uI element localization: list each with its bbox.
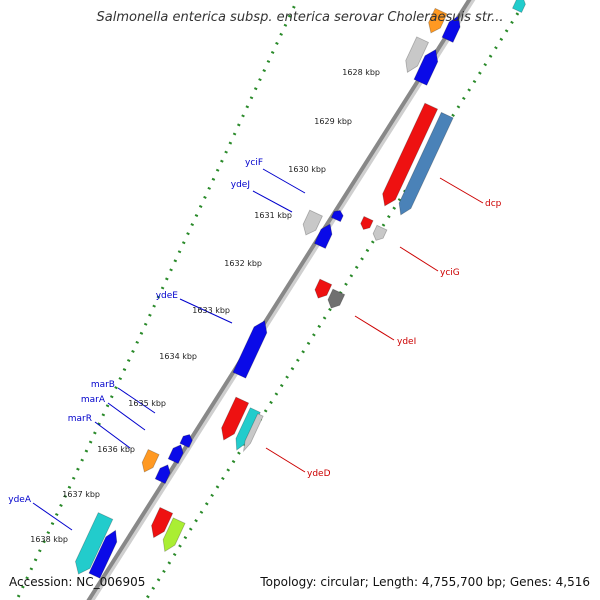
label-leader-line	[179, 298, 233, 324]
gene-feature	[162, 517, 186, 553]
gene-labels: yciF ydeJ ydeE marB marA marR ydeA dcp yciG ydeI y…	[8, 158, 502, 531]
tick-labels: 1628 kbp 1629 kbp 1630 kbp 1631 kbp 1632 kbp…	[30, 68, 380, 544]
tick-label: 1634 kbp	[159, 352, 197, 361]
label-leader-line	[262, 168, 306, 194]
gene-feature	[88, 529, 118, 579]
gene-label-yciG: yciG	[440, 268, 460, 278]
gene-feature	[314, 278, 333, 299]
gene-feature	[313, 223, 333, 249]
gene-feature	[141, 448, 160, 473]
gene-feature	[221, 396, 250, 441]
backbone-line	[86, 0, 472, 600]
gene-label-marR: marR	[68, 414, 92, 424]
gene-feature	[242, 413, 264, 453]
gene-features	[75, 0, 526, 579]
gene-feature	[327, 288, 346, 309]
dotted-tracks	[15, 0, 528, 600]
gene-label-marB: marB	[91, 380, 115, 390]
label-leader-line	[32, 502, 73, 531]
genome-backbone	[86, 0, 476, 600]
label-leader-line	[252, 190, 293, 213]
label-leader-line	[107, 402, 146, 431]
tick-label: 1628 kbp	[342, 68, 380, 77]
gene-label-ydeD: ydeD	[307, 469, 331, 479]
gene-feature	[151, 506, 174, 539]
tick-label: 1632 kbp	[224, 259, 262, 268]
tick-label: 1629 kbp	[314, 117, 352, 126]
gene-feature	[413, 49, 439, 86]
tick-label: 1635 kbp	[128, 399, 166, 408]
gene-feature	[167, 444, 184, 465]
accession-text: Accession: NC_006905	[9, 575, 146, 589]
right-dotted-track	[144, 0, 528, 600]
gene-feature	[382, 102, 439, 207]
map-title: Salmonella enterica subsp. enterica sero…	[96, 10, 504, 25]
tick-label: 1633 kbp	[192, 306, 230, 315]
gene-label-dcp: dcp	[485, 199, 502, 209]
tick-label: 1637 kbp	[62, 490, 100, 499]
gene-label-ydeI: ydeI	[397, 337, 416, 347]
gene-label-ydeE: ydeE	[156, 291, 179, 301]
label-leader-line	[439, 177, 484, 204]
gene-feature	[405, 36, 430, 73]
gene-feature	[398, 111, 454, 216]
gene-feature	[428, 7, 448, 34]
gene-feature	[75, 512, 114, 575]
tick-label: 1636 kbp	[97, 445, 135, 454]
gene-feature	[179, 434, 193, 449]
gene-feature	[511, 0, 526, 13]
gene-label-ydeA: ydeA	[8, 495, 32, 505]
gene-feature	[330, 210, 344, 223]
gene-feature	[372, 224, 388, 241]
label-leader-line	[354, 315, 395, 341]
tick-label: 1638 kbp	[30, 535, 68, 544]
label-leader-line	[117, 387, 156, 414]
gene-label-ydeJ: ydeJ	[231, 180, 250, 190]
label-leader-line	[265, 447, 306, 473]
gene-feature	[441, 15, 461, 43]
genome-summary-text: Topology: circular; Length: 4,755,700 bp…	[260, 575, 590, 589]
label-leader-line	[399, 246, 439, 272]
label-leader-line	[94, 421, 131, 449]
gene-label-yciF: yciF	[245, 158, 263, 168]
gene-feature	[302, 209, 323, 236]
tick-label: 1630 kbp	[288, 165, 326, 174]
gene-feature	[232, 320, 268, 379]
gene-label-marA: marA	[81, 395, 106, 405]
tick-label: 1631 kbp	[254, 211, 292, 220]
gene-feature	[154, 464, 171, 485]
gene-feature	[360, 215, 374, 230]
